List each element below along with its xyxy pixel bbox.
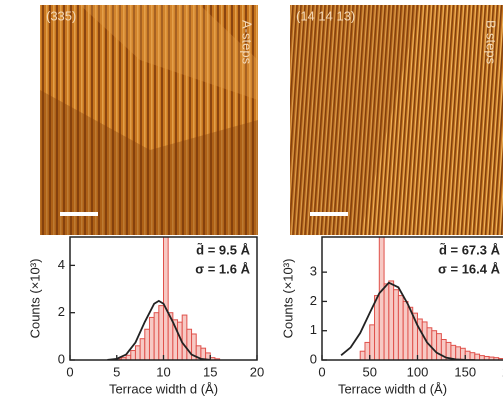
x-tick-label: 10 xyxy=(156,364,170,379)
bar xyxy=(374,295,380,360)
bar xyxy=(436,333,442,360)
annotation: d̃ = 9.5 Å xyxy=(196,242,250,257)
bar xyxy=(364,341,371,360)
y-tick-label: 0 xyxy=(58,351,65,366)
stm-image: (335) A-steps xyxy=(40,5,258,235)
y-tick-label: 0 xyxy=(310,351,317,366)
y-axis-label: Counts (×10³) xyxy=(280,259,295,339)
bar xyxy=(388,280,395,360)
bar xyxy=(158,305,164,360)
bar xyxy=(139,338,146,360)
fit-curve xyxy=(340,281,475,360)
annotation: σ = 1.6 Å xyxy=(195,261,250,276)
annotation: d̃ = 67.3 Å xyxy=(439,242,501,257)
bar xyxy=(474,353,481,360)
y-tick-label: 2 xyxy=(58,304,65,319)
bar xyxy=(186,328,193,360)
bar xyxy=(402,300,409,360)
y-tick-label: 4 xyxy=(58,257,65,272)
scale-bar xyxy=(60,212,98,216)
y-axis-label: Counts (×10³) xyxy=(27,259,42,339)
x-tick-label: 50 xyxy=(363,364,377,379)
x-tick-label: 0 xyxy=(318,364,325,379)
bar xyxy=(459,347,466,360)
image-label: (14 14 13) xyxy=(296,8,355,23)
x-axis-label: Terrace width d (Å) xyxy=(109,381,218,396)
bar xyxy=(163,237,169,360)
bar xyxy=(455,346,461,360)
bar xyxy=(148,316,155,360)
image-side-label: A-steps xyxy=(240,20,255,65)
stm-image: (14 14 13) B-steps xyxy=(290,5,503,235)
bar xyxy=(431,330,438,360)
x-tick-label: 20 xyxy=(250,364,264,379)
y-tick-label: 2 xyxy=(310,293,317,308)
bar xyxy=(130,350,136,360)
image-side-label: B-steps xyxy=(484,20,499,65)
bar xyxy=(181,314,188,360)
x-tick-label: 100 xyxy=(407,364,429,379)
histogram-bars xyxy=(107,237,221,360)
y-tick-label: 3 xyxy=(310,264,317,279)
y-tick-label: 1 xyxy=(310,322,317,337)
bar xyxy=(153,312,160,360)
bar xyxy=(464,350,471,360)
bar xyxy=(393,289,399,360)
bar xyxy=(144,328,150,360)
x-tick-label: 15 xyxy=(203,364,217,379)
image-label: (335) xyxy=(46,8,76,23)
x-tick-label: 150 xyxy=(454,364,476,379)
bar xyxy=(359,350,366,360)
bar xyxy=(397,295,404,360)
x-axis-label: Terrace width d (Å) xyxy=(338,381,447,396)
x-tick-label: 5 xyxy=(113,364,120,379)
histogram-bars xyxy=(340,237,503,360)
annotation: σ = 16.4 Å xyxy=(438,261,501,276)
scale-bar xyxy=(310,212,348,216)
fit-curve xyxy=(107,299,211,360)
x-tick-label: 0 xyxy=(66,364,73,379)
bar xyxy=(134,345,141,360)
bar xyxy=(378,237,385,360)
bar xyxy=(383,283,390,360)
bar xyxy=(469,352,476,360)
bar xyxy=(369,324,376,360)
